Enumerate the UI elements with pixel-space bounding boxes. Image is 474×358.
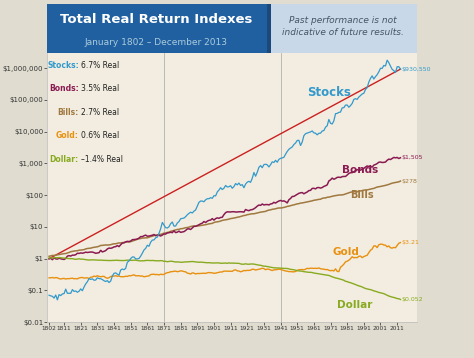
Text: Bonds: Bonds <box>342 165 378 175</box>
Text: January 1802 – December 2013: January 1802 – December 2013 <box>85 38 228 47</box>
Text: $278: $278 <box>401 179 417 184</box>
Text: 0.6% Real: 0.6% Real <box>81 131 119 140</box>
Text: Bills: Bills <box>350 190 374 200</box>
Text: 2.7% Real: 2.7% Real <box>81 108 119 117</box>
Text: Bills:: Bills: <box>57 108 79 117</box>
FancyBboxPatch shape <box>267 4 271 53</box>
Text: Gold: Gold <box>332 247 359 257</box>
Text: 6.7% Real: 6.7% Real <box>81 61 119 70</box>
Text: Dollar: Dollar <box>337 300 373 310</box>
Text: $930,550: $930,550 <box>401 67 431 72</box>
Text: Stocks:: Stocks: <box>47 61 79 70</box>
Text: 3.5% Real: 3.5% Real <box>81 84 119 93</box>
FancyBboxPatch shape <box>47 4 267 53</box>
Text: Bonds:: Bonds: <box>49 84 79 93</box>
Text: $1,505: $1,505 <box>401 155 423 160</box>
Text: $0.052: $0.052 <box>401 297 423 302</box>
Text: –1.4% Real: –1.4% Real <box>81 155 123 164</box>
Text: Dollar:: Dollar: <box>50 155 79 164</box>
Text: $3.21: $3.21 <box>401 240 419 245</box>
Text: Past performance is not
indicative of future results.: Past performance is not indicative of fu… <box>282 16 404 37</box>
Text: Stocks: Stocks <box>307 86 351 99</box>
Text: Gold:: Gold: <box>56 131 79 140</box>
Text: Total Real Return Indexes: Total Real Return Indexes <box>60 13 253 26</box>
FancyBboxPatch shape <box>271 4 417 53</box>
